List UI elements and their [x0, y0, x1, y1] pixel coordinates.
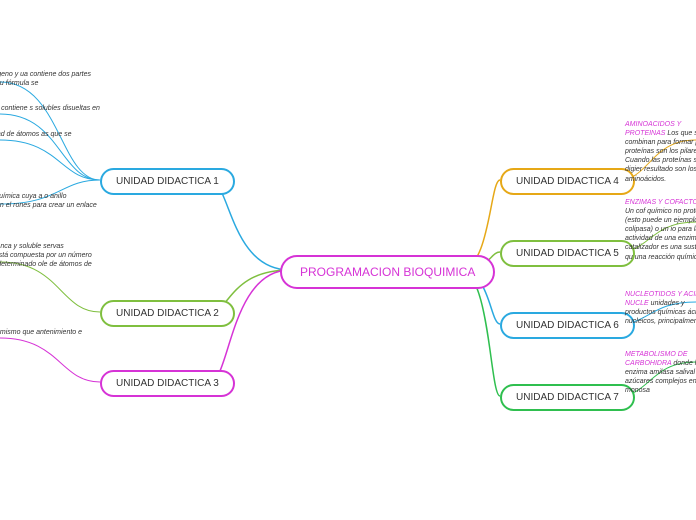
node-u4[interactable]: UNIDAD DIDACTICA 4	[500, 168, 635, 195]
leaf-u1-2: aración líquida que contiene s solubles …	[0, 104, 100, 122]
node-u5[interactable]: UNIDAD DIDACTICA 5	[500, 240, 635, 267]
leaf-u6: NUCLEOTIDOS Y ACIDOS NUCLE unidades y pr…	[625, 290, 696, 326]
leaf-u1-1: s elementos: hidrógeno y ua contiene dos…	[0, 70, 100, 88]
leaf-u7: METABOLISMO DE CARBOHIDRA donde la enzim…	[625, 350, 696, 395]
node-label: UNIDAD DIDACTICA 7	[516, 392, 619, 403]
node-label: UNIDAD DIDACTICA 5	[516, 248, 619, 259]
leaf-u3-1: grasos esenciales, mismo que antenimient…	[0, 328, 100, 346]
node-u2[interactable]: UNIDAD DIDACTICA 2	[100, 300, 235, 327]
leaf-u4: AMINOACIDOS Y PROTEINAS Los que se combi…	[625, 120, 696, 184]
node-u1[interactable]: UNIDAD DIDACTICA 1	[100, 168, 235, 195]
node-label: UNIDAD DIDACTICA 2	[116, 308, 219, 319]
center-label: PROGRAMACION BIOQUIMICA	[300, 265, 475, 279]
node-label: UNIDAD DIDACTICA 4	[516, 176, 619, 187]
node-u3[interactable]: UNIDAD DIDACTICA 3	[100, 370, 235, 397]
node-label: UNIDAD DIDACTICA 6	[516, 320, 619, 331]
center-node[interactable]: PROGRAMACION BIOQUIMICA	[280, 255, 495, 289]
node-u7[interactable]: UNIDAD DIDACTICA 7	[500, 384, 635, 411]
node-label: UNIDAD DIDACTICA 1	[116, 176, 219, 187]
leaf-u1-4: lquier compuesto química cuya a o anillo…	[0, 192, 100, 219]
node-label: UNIDAD DIDACTICA 3	[116, 378, 219, 389]
leaf-u5: ENZIMAS Y COFACTORES Un cof químico no p…	[625, 198, 696, 262]
leaf-u2-1: orgánica sólida, blanca y soluble servas…	[0, 242, 100, 278]
leaf-u1-3: te igualar la cantidad de átomos as que …	[0, 130, 100, 148]
node-u6[interactable]: UNIDAD DIDACTICA 6	[500, 312, 635, 339]
